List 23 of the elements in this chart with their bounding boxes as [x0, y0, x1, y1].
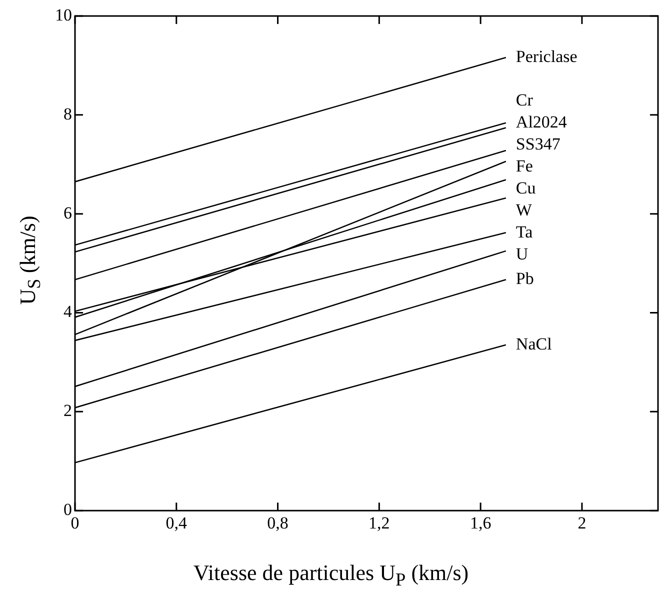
x-tick-label: 2	[578, 513, 586, 532]
series-label: W	[516, 200, 533, 220]
series-label: Al2024	[516, 112, 568, 132]
x-tick-label: 1,2	[368, 513, 390, 532]
y-tick-label: 10	[55, 5, 72, 24]
series-label: Cr	[516, 90, 534, 110]
series-label: NaCl	[516, 334, 552, 354]
series-label: Periclase	[516, 47, 578, 66]
x-tick-label: 0,8	[267, 513, 288, 532]
series-label: Ta	[516, 222, 534, 242]
x-tick-label: 0,4	[166, 513, 188, 532]
y-tick-label: 4	[64, 302, 72, 322]
series-label: SS347	[516, 134, 561, 154]
series-label: Cu	[516, 178, 536, 198]
y-tick-label: 0	[64, 500, 72, 520]
y-tick-label: 2	[64, 401, 72, 420]
series-label: U	[516, 244, 528, 264]
x-axis-title: Vitesse de particules U$_{P}$ (km/s)	[192, 560, 470, 590]
series-label: Fe	[516, 156, 533, 176]
series-label: Pb	[516, 269, 534, 288]
y-tick-label: 6	[64, 203, 72, 222]
y-tick-label: 8	[64, 104, 72, 124]
x-tick-label: 1,6	[470, 513, 492, 532]
